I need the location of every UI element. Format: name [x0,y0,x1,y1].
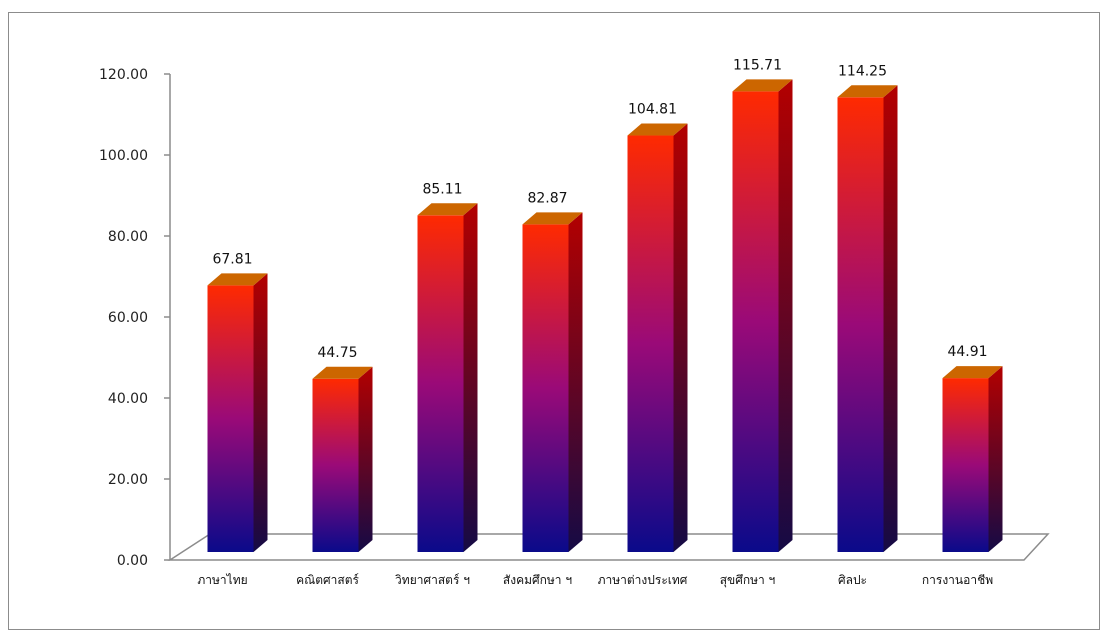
y-tick-label: 40.00 [108,391,148,407]
y-tick-label: 20.00 [108,472,148,488]
bar-side [883,85,898,552]
bar-top [312,366,373,379]
x-tick-label: การงานอาชีพ [922,573,993,587]
x-tick-label: สุขศึกษา ฯ [720,573,776,588]
bar [417,203,478,552]
bar-front [417,215,464,552]
x-tick-label: วิทยาศาสตร์ ฯ [395,573,470,587]
y-tick-label: 0.00 [117,553,148,569]
data-label: 85.11 [422,181,462,197]
bar [837,85,898,552]
data-label: 44.91 [947,344,987,360]
y-tick-label: 80.00 [108,229,148,245]
data-label: 115.71 [733,57,782,73]
bar-series [207,79,1003,552]
bar [942,366,1003,552]
data-label: 104.81 [628,102,677,118]
x-tick-label: ภาษาไทย [197,573,247,587]
bar-front [732,91,779,552]
data-label: 44.75 [317,345,357,361]
bar-side [988,366,1003,552]
bar-top [732,79,793,92]
x-tick-label: คณิตศาสตร์ [296,573,359,587]
x-tick-label: ศิลปะ [838,573,867,587]
bar-front [837,97,884,552]
bar-top [627,123,688,136]
bar [522,212,583,552]
bar-side [463,203,478,552]
bar [732,79,793,552]
data-label: 114.25 [838,63,887,79]
bar-front [312,378,359,552]
x-tick-label: ภาษาต่างประเทศ [598,573,688,587]
bar-side [778,79,793,552]
bar [207,273,268,552]
bar-top [522,212,583,225]
bar-top [207,273,268,286]
bar-top [942,366,1003,379]
bar-top [837,85,898,98]
floor-plane [167,533,1050,561]
data-label: 67.81 [212,251,252,267]
bar-side [568,212,583,552]
bar [312,366,373,552]
y-tick-label: 60.00 [108,310,148,326]
bar-front [942,378,989,552]
bar-side [358,366,373,552]
x-tick-label: สังคมศึกษา ฯ [503,573,572,587]
bar-front [207,285,254,552]
label-layer: 67.81 ภาษาไทย 44.75 คณิตศาสตร์ 85.11 วิทยาศาส… [197,57,993,588]
bar-side [253,273,268,552]
y-axis: 0.00 20.00 40.00 60.00 80.00 100.00 120.00 [99,67,171,569]
bar-front [522,224,569,552]
bar [627,123,688,552]
y-tick-label: 120.00 [99,67,148,83]
y-tick-label: 100.00 [99,148,148,164]
bar-side [673,123,688,552]
chart-floor [167,533,1050,561]
bar-top [417,203,478,216]
data-label: 82.87 [527,190,567,206]
bar-front [627,135,674,552]
